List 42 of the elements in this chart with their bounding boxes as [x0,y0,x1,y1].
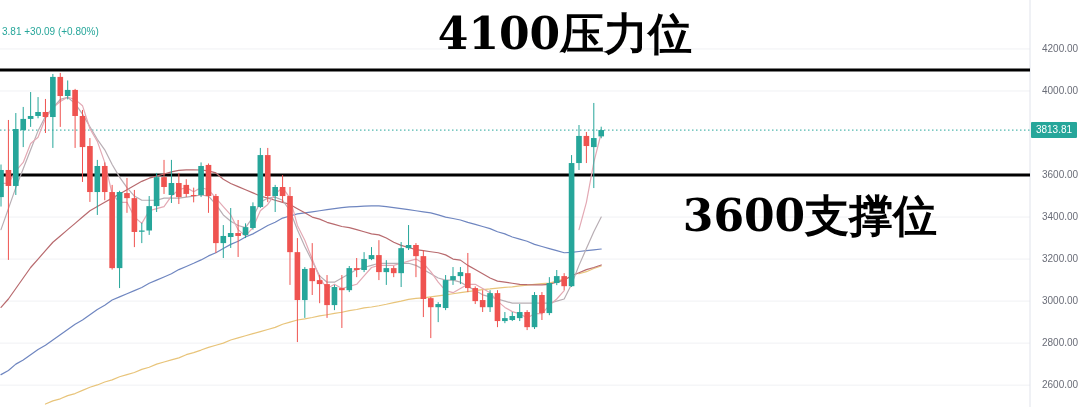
candlestick [435,301,442,323]
y-tick-label: 3200.00 [1042,252,1079,264]
candlestick [346,265,353,293]
ref-line-label: 3600支撑位 [682,189,938,241]
candlestick [227,207,234,249]
candlestick [272,184,278,213]
candlestick [324,274,330,319]
candlestick [220,224,227,259]
candlestick [383,259,390,286]
candlestick [487,289,493,313]
candlestick [250,201,256,231]
candlestick [339,274,345,329]
ref-line-label: 4100压力位 [437,8,693,60]
candlestick [124,177,130,214]
ref-line-label: 3813.81 [1035,123,1073,135]
y-tick-label: 3600.00 [1042,168,1079,180]
candlestick [35,96,41,119]
candlestick [161,159,167,195]
candlestick [413,242,419,278]
y-tick-label: 2600.00 [1042,378,1079,390]
candlestick [450,266,456,286]
candlestick [524,309,530,331]
candlestick [427,296,434,339]
candlestick [168,159,175,204]
y-tick-label: 2800.00 [1042,336,1079,348]
candlestick [316,274,323,304]
candlestick [353,257,360,278]
line-series [0,169,602,308]
candlestick [64,79,71,100]
y-tick-label: 4000.00 [1042,84,1079,96]
candlestick [539,291,545,321]
annotation: 3.81 +30.09 (+0.80%) [2,25,99,37]
y-tick-label: 4200.00 [1042,42,1079,54]
candlestick [309,242,316,296]
line-series [0,205,602,376]
y-tick-label: 3000.00 [1042,294,1079,306]
candlestick [465,252,471,293]
y-tick-label: 3400.00 [1042,210,1079,222]
candlestick [57,72,64,128]
candlestick [235,219,241,258]
candlestick [376,239,382,281]
candlestick [361,251,367,273]
